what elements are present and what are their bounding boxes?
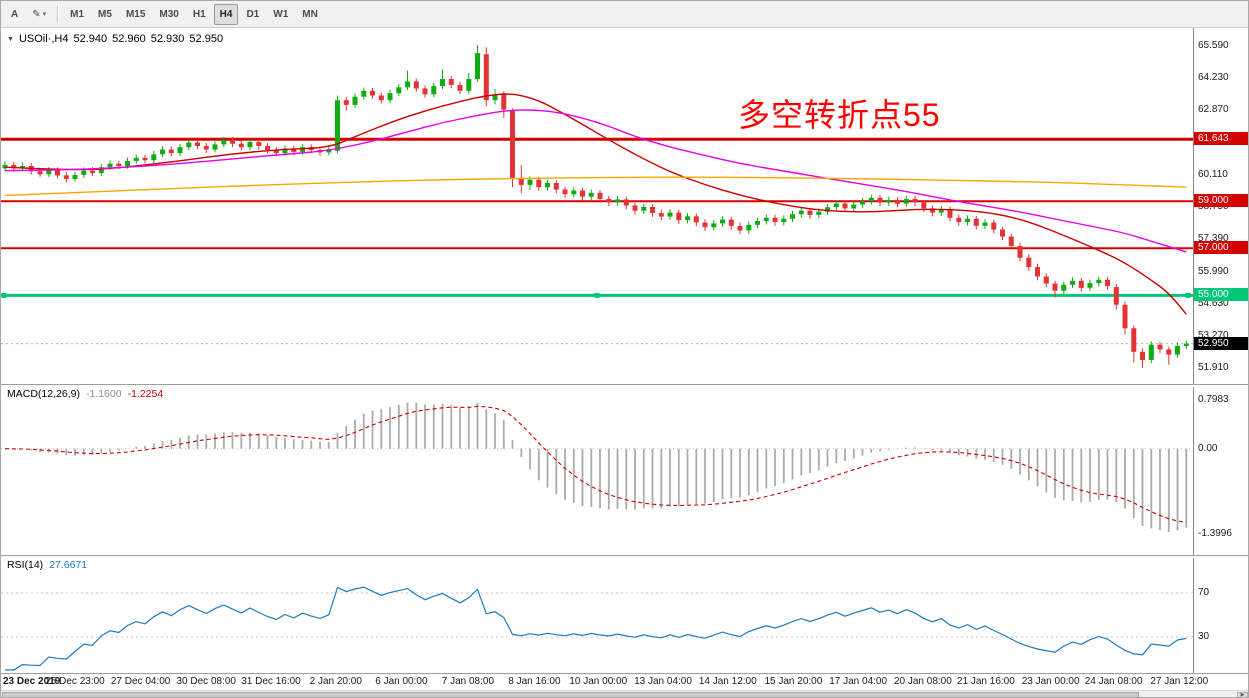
macd-signal-value: -1.2254	[127, 388, 164, 400]
quote-low: 52.930	[150, 33, 185, 45]
level-badge-61.643: 61.643	[1194, 132, 1248, 146]
panel-separator[interactable]	[1, 673, 1248, 676]
text-tool-button[interactable]: A	[11, 8, 19, 20]
rsi-line	[5, 586, 1187, 671]
time-axis-label: 17 Jan 04:00	[829, 676, 888, 687]
macd-main-value: -1.1600	[85, 388, 122, 400]
timeframe-mn-button[interactable]: MN	[302, 8, 318, 20]
price-axis-label: 57.390	[1198, 233, 1229, 245]
timeframe-m5-button[interactable]: M5	[98, 8, 112, 20]
toolbar-separator	[57, 5, 60, 23]
price-axis: 65.59064.23062.87060.11058.75057.39055.9…	[1193, 28, 1248, 697]
timeframe-h1-button[interactable]: H1	[192, 8, 206, 20]
draw-tool-button[interactable]: ✎ ▾	[32, 8, 47, 20]
timeframe-m1-button[interactable]: M1	[70, 8, 85, 20]
dropdown-caret-icon: ▾	[42, 11, 47, 18]
price-axis-label: 62.870	[1198, 104, 1229, 116]
line-handle[interactable]	[594, 292, 600, 298]
price-axis-label: 65.590	[1198, 40, 1229, 52]
macd-title: MACD(12,26,9) -1.1600 -1.2254	[7, 388, 163, 400]
timeframe-m30-button[interactable]: M30	[159, 8, 179, 20]
price-axis-label: 51.910	[1198, 362, 1229, 373]
collapse-arrow-icon[interactable]: ▼	[7, 35, 14, 43]
rsi-axis-label: 70	[1198, 587, 1210, 598]
price-axis-label: 60.110	[1198, 169, 1228, 181]
chart-header: ▼ USOil·,H4 52.940 52.960 52.930 52.950	[7, 33, 223, 45]
time-axis-label: 23 Dec 2019	[3, 676, 61, 687]
quote-open: 52.940	[73, 33, 108, 45]
time-axis-label: 27 Jan 12:00	[1150, 676, 1209, 687]
current-price-badge: 52.950	[1194, 336, 1248, 350]
ma-slow-line	[4, 176, 1187, 197]
candlesticks[interactable]	[2, 44, 1189, 368]
time-axis-label: 7 Jan 08:00	[441, 676, 495, 687]
time-axis-label: 20 Jan 08:00	[893, 676, 952, 687]
time-axis-label: 27 Dec 04:00	[110, 676, 171, 687]
ma-mid-line	[4, 109, 1187, 253]
tool-buttons-group: A ✎ ▾	[4, 4, 53, 25]
chart-annotation-text[interactable]: 多空转折点55	[738, 97, 941, 133]
time-axis-label: 6 Jan 00:00	[375, 676, 428, 687]
price-axis-label: 55.990	[1198, 266, 1229, 278]
line-handle[interactable]	[1, 292, 7, 298]
ma-fast-line	[4, 93, 1187, 315]
quote-high: 52.960	[112, 33, 146, 45]
timeframe-d1-button[interactable]: D1	[246, 8, 260, 20]
horizontal-scrollbar: ▶	[1, 690, 1248, 697]
level-badge-55.000: 55.000	[1194, 288, 1248, 302]
scrollbar-thumb[interactable]	[2, 692, 1139, 697]
macd-axis-label: 0.00	[1198, 442, 1218, 454]
toolbar: A ✎ ▾ M1 M5 M15 M30 H1 H4 D1 W1 MN	[1, 1, 1248, 28]
macd-indicator-plot[interactable]	[1, 386, 1193, 555]
time-axis-label: 13 Jan 04:00	[634, 676, 692, 687]
price-axis-label: 64.230	[1198, 72, 1229, 84]
rsi-label: RSI(14)	[7, 559, 44, 571]
time-axis-label: 25 Dec 23:00	[45, 676, 105, 687]
time-axis-label: 14 Jan 12:00	[698, 676, 757, 687]
macd-axis-label: 0.7983	[1198, 394, 1229, 406]
rsi-indicator-plot[interactable]	[1, 557, 1193, 673]
time-axis-label: 30 Dec 08:00	[176, 676, 237, 687]
macd-label: MACD(12,26,9)	[7, 388, 80, 400]
scroll-right-button[interactable]: ▶	[1237, 692, 1248, 697]
time-axis-label: 8 Jan 16:00	[508, 676, 561, 687]
time-axis-label: 10 Jan 00:00	[569, 676, 628, 687]
timeframe-m15-button[interactable]: M15	[125, 8, 146, 20]
panel-separator[interactable]	[1, 384, 1248, 387]
rsi-value: 27.6671	[49, 559, 88, 571]
time-axis-label: 15 Jan 20:00	[764, 676, 823, 687]
panel-separator[interactable]	[1, 555, 1248, 558]
quote-close: 52.950	[189, 33, 224, 45]
price-axis-label: 54.630	[1198, 298, 1229, 310]
timeframe-w1-button[interactable]: W1	[273, 8, 289, 20]
macd-histogram	[12, 402, 1188, 532]
time-axis-label: 21 Jan 16:00	[956, 676, 1015, 687]
level-badge-59.000: 59.000	[1194, 194, 1248, 208]
line-handle[interactable]	[1185, 292, 1191, 298]
time-axis-label: 2 Jan 20:00	[309, 676, 362, 687]
chart-area: ▼ USOil·,H4 52.940 52.960 52.930 52.950 …	[1, 28, 1248, 697]
timeframe-h4-button[interactable]: H4	[213, 3, 239, 25]
timeframe-buttons-group: M1 M5 M15 M30 H1 H4 D1 W1 MN	[63, 3, 325, 25]
time-axis-label: 23 Jan 00:00	[1021, 676, 1080, 687]
time-axis-label: 31 Dec 16:00	[241, 676, 301, 687]
rsi-title: RSI(14) 27.6671	[7, 559, 87, 571]
level-badge-57.000: 57.000	[1194, 241, 1248, 255]
macd-axis-label: -1.3996	[1198, 527, 1232, 539]
macd-signal-line	[4, 405, 1187, 523]
symbol-timeframe-label: USOil·,H4	[18, 33, 69, 45]
main-chart-plot[interactable]	[1, 28, 1193, 384]
time-axis: 23 Dec 2019 25 Dec 23:00 27 Dec 04:00 30 De…	[1, 674, 1248, 690]
price-axis-label: 53.270	[1198, 330, 1229, 342]
rsi-axis-label: 30	[1198, 631, 1210, 642]
time-axis-label: 24 Jan 08:00	[1084, 676, 1143, 687]
